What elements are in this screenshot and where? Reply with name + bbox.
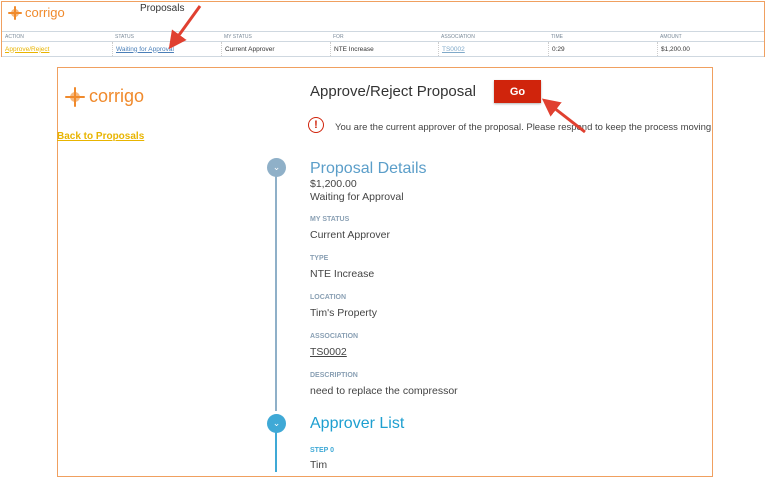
arrow-annotation [541,98,586,134]
description-value: need to replace the compressor [310,385,458,397]
warning-message: You are the current approver of the prop… [335,122,712,133]
proposal-title: Approve/Reject Proposal [310,83,476,100]
field-label: ASSOCIATION [310,333,359,340]
timeline-line [275,176,277,411]
logo-text: corrigo [89,86,145,106]
chevron-down-icon[interactable]: ⌄ [267,414,286,433]
approver-list-heading: Approver List [310,415,405,432]
time-cell: 0:29 [548,42,565,56]
status-link[interactable]: Waiting for Approval [116,45,174,53]
table-header: ACTION STATUS MY STATUS FOR ASSOCIATION … [2,31,764,41]
arrow-annotation [168,5,202,50]
field-label: LOCATION [310,294,347,301]
col-status: STATUS [115,33,134,40]
for-cell: NTE Increase [330,42,374,56]
warning-icon: ! [308,117,324,133]
field-label: MY STATUS [310,216,350,223]
corrigo-logo: corrigo [65,86,144,107]
chevron-down-icon[interactable]: ⌄ [267,158,286,177]
field-label: DESCRIPTION [310,372,358,379]
association-link[interactable]: TS0002 [442,45,465,53]
col-my-status: MY STATUS [224,33,252,40]
back-to-proposals-link[interactable]: Back to Proposals [57,131,145,142]
association-link[interactable]: TS0002 [310,346,347,358]
proposal-status: Waiting for Approval [310,191,404,203]
corrigo-logo-icon [65,86,85,107]
page-title: Proposals [140,3,185,14]
col-association: ASSOCIATION [441,33,475,40]
table-row: Approve/Reject Waiting for Approval Curr… [2,41,764,57]
type-value: NTE Increase [310,268,375,280]
col-for: FOR [333,33,344,40]
col-time: TIME [551,33,563,40]
corrigo-logo-icon [8,5,22,20]
amount-cell: $1,200.00 [657,42,690,56]
proposal-details-heading: Proposal Details [310,160,427,177]
my-status-value: Current Approver [310,229,390,241]
col-amount: AMOUNT [660,33,682,40]
my-status-cell: Current Approver [221,42,275,56]
logo-text: corrigo [25,5,65,20]
proposal-amount: $1,200.00 [310,178,357,190]
corrigo-logo: corrigo [8,5,65,20]
approve-reject-link[interactable]: Approve/Reject [5,45,50,53]
col-action: ACTION [5,33,24,40]
field-label: TYPE [310,255,329,262]
step-approver: Tim [310,459,328,471]
go-button[interactable]: Go [494,80,541,103]
step-label: STEP 0 [310,447,334,454]
timeline-line [275,432,277,472]
location-value: Tim's Property [310,307,377,319]
